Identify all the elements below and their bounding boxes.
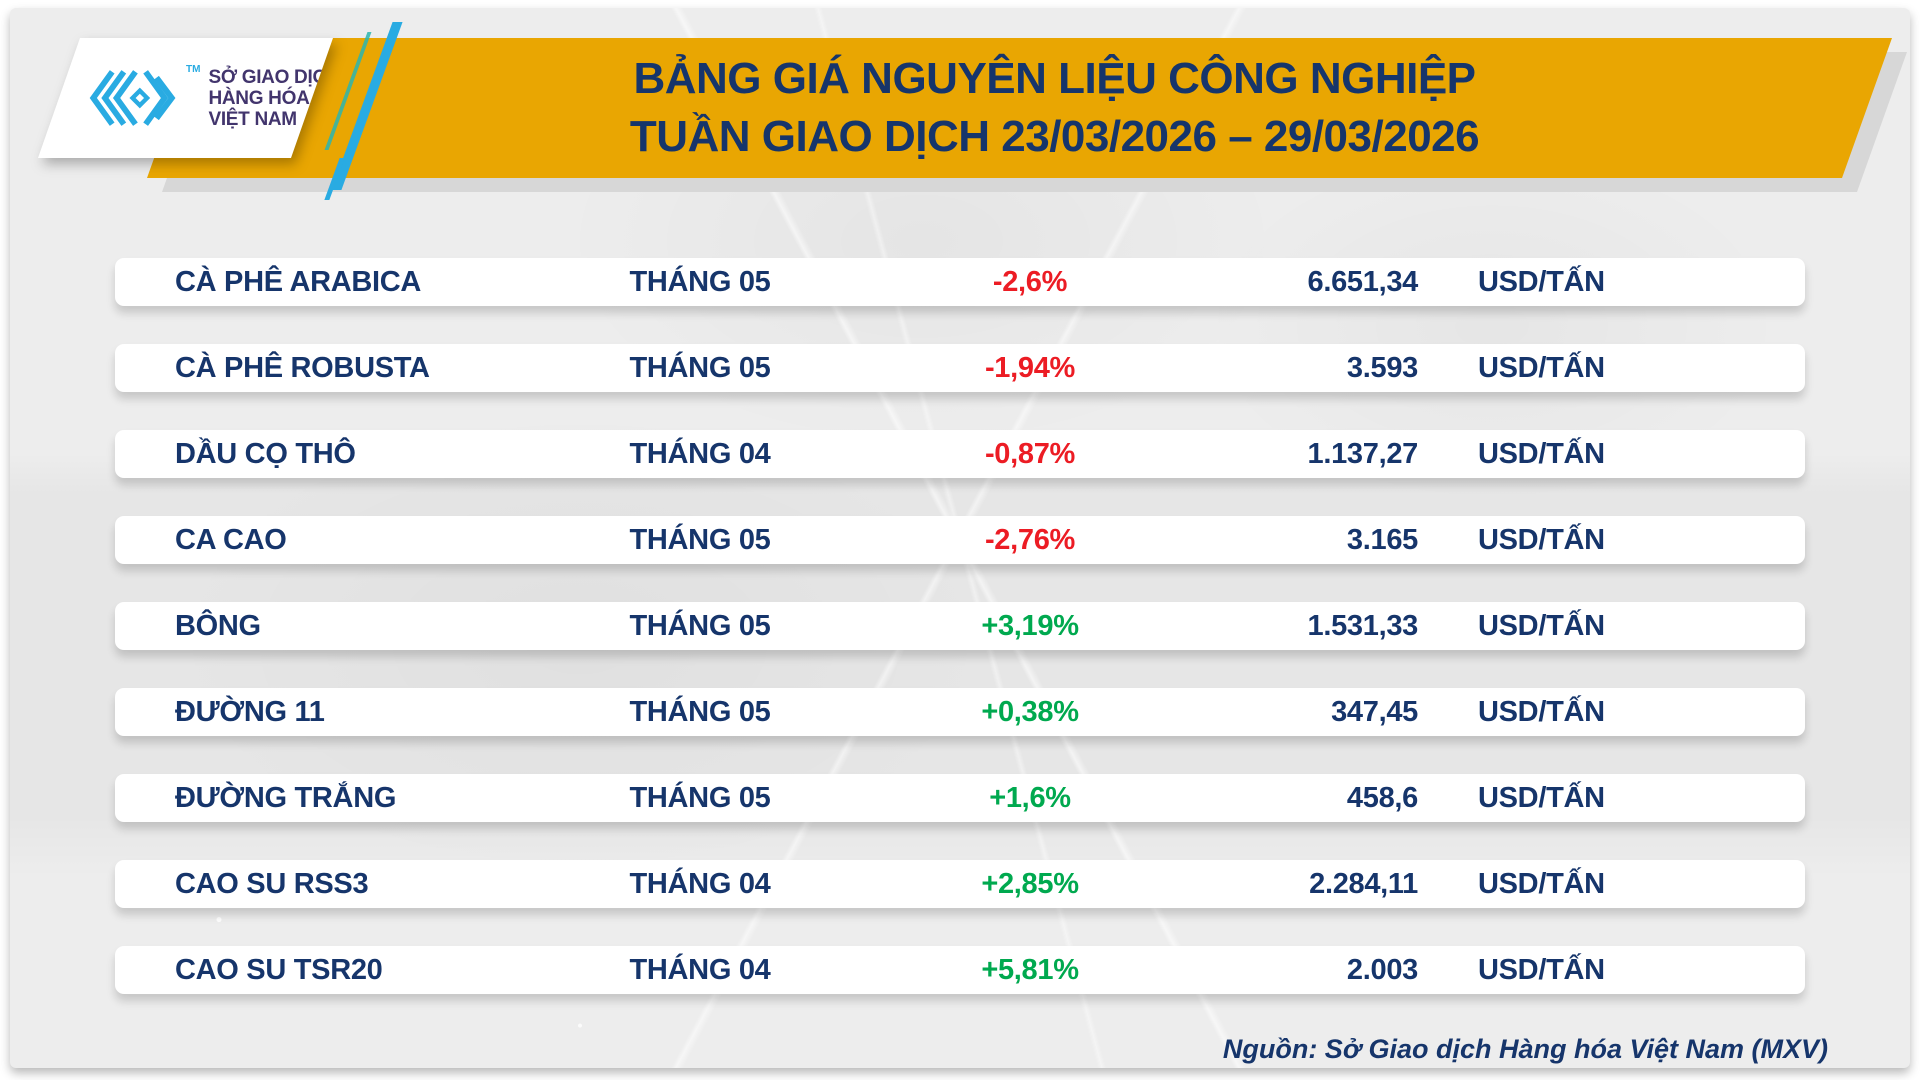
table-row: CAO SU TSR20 THÁNG 04 +5,81% 2.003 USD/T… xyxy=(115,946,1805,994)
row-unit: USD/TẤN xyxy=(1478,523,1605,556)
row-price: 458,6 xyxy=(1346,781,1418,814)
table-row: CÀ PHÊ ARABICA THÁNG 05 -2,6% 6.651,34 U… xyxy=(115,258,1805,306)
row-month: THÁNG 05 xyxy=(629,351,771,384)
row-unit: USD/TẤN xyxy=(1478,265,1605,298)
row-change: +2,85% xyxy=(981,867,1079,900)
row-unit: USD/TẤN xyxy=(1478,609,1605,642)
row-month: THÁNG 04 xyxy=(629,953,771,986)
row-price: 3.165 xyxy=(1346,523,1418,556)
row-month: THÁNG 05 xyxy=(629,609,771,642)
logo-line3: VIỆT NAM xyxy=(208,108,297,130)
logo-wordmark: SỞ GIAO DỊCH HÀNG HÓA VIỆT NAM xyxy=(208,67,339,130)
row-change: -2,6% xyxy=(992,265,1068,298)
row-month: THÁNG 04 xyxy=(629,867,771,900)
table-row: ĐƯỜNG 11 THÁNG 05 +0,38% 347,45 USD/TẤN xyxy=(115,688,1805,736)
row-unit: USD/TẤN xyxy=(1478,867,1605,900)
row-change: -1,94% xyxy=(984,351,1076,384)
row-price: 3.593 xyxy=(1346,351,1418,384)
row-name: BÔNG xyxy=(175,609,261,642)
row-name: ĐƯỜNG TRẮNG xyxy=(175,781,397,814)
table-row: CA CAO THÁNG 05 -2,76% 3.165 USD/TẤN xyxy=(115,516,1805,564)
row-unit: USD/TẤN xyxy=(1478,953,1605,986)
title-banner: BẢNG GIÁ NGUYÊN LIỆU CÔNG NGHIỆP TUẦN GI… xyxy=(147,38,1892,178)
row-name: CÀ PHÊ ROBUSTA xyxy=(175,351,430,384)
row-price: 6.651,34 xyxy=(1307,265,1419,298)
source-credit: Nguồn: Sở Giao dịch Hàng hóa Việt Nam (M… xyxy=(1222,1034,1828,1064)
row-change: +1,6% xyxy=(989,781,1071,814)
logo-line2: HÀNG HÓA xyxy=(208,87,310,109)
row-change: -2,76% xyxy=(984,523,1076,556)
table-row: CAO SU RSS3 THÁNG 04 +2,85% 2.284,11 USD… xyxy=(115,860,1805,908)
row-unit: USD/TẤN xyxy=(1478,437,1605,470)
mxv-logo-card: TM SỞ GIAO DỊCH HÀNG HÓA VIỆT NAM xyxy=(38,38,333,158)
row-month: THÁNG 05 xyxy=(629,265,771,298)
logo-line1: SỞ GIAO DỊCH xyxy=(208,66,340,88)
row-unit: USD/TẤN xyxy=(1478,695,1605,728)
table-row: DẦU CỌ THÔ THÁNG 04 -0,87% 1.137,27 USD/… xyxy=(115,430,1805,478)
row-price: 2.284,11 xyxy=(1309,867,1418,900)
row-price: 1.137,27 xyxy=(1307,437,1419,470)
trademark-mark: TM xyxy=(186,64,201,75)
row-price: 2.003 xyxy=(1346,953,1418,986)
page-title-line1: BẢNG GIÁ NGUYÊN LIỆU CÔNG NGHIỆP xyxy=(633,54,1476,103)
table-row: BÔNG THÁNG 05 +3,19% 1.531,33 USD/TẤN xyxy=(115,602,1805,650)
row-unit: USD/TẤN xyxy=(1478,351,1605,384)
row-change: -0,87% xyxy=(984,437,1076,470)
row-month: THÁNG 04 xyxy=(629,437,771,470)
row-name: CÀ PHÊ ARABICA xyxy=(175,265,422,298)
row-month: THÁNG 05 xyxy=(629,523,771,556)
row-price: 1.531,33 xyxy=(1307,609,1419,642)
row-name: DẦU CỌ THÔ xyxy=(175,437,356,470)
row-change: +0,38% xyxy=(981,695,1079,728)
row-name: CAO SU RSS3 xyxy=(175,867,369,900)
row-change: +3,19% xyxy=(981,609,1079,642)
row-unit: USD/TẤN xyxy=(1478,781,1605,814)
row-month: THÁNG 05 xyxy=(629,695,771,728)
mxv-logo-icon xyxy=(86,67,182,129)
row-change: +5,81% xyxy=(981,953,1079,986)
row-name: ĐƯỜNG 11 xyxy=(175,695,325,728)
row-month: THÁNG 05 xyxy=(629,781,771,814)
row-name: CA CAO xyxy=(175,523,287,556)
row-name: CAO SU TSR20 xyxy=(175,953,383,986)
page-title-line2: TUẦN GIAO DỊCH 23/03/2026 – 29/03/2026 xyxy=(629,112,1480,161)
commodity-price-table: CÀ PHÊ ARABICA THÁNG 05 -2,6% 6.651,34 U… xyxy=(115,258,1805,1032)
table-row: ĐƯỜNG TRẮNG THÁNG 05 +1,6% 458,6 USD/TẤN xyxy=(115,774,1805,822)
table-row: CÀ PHÊ ROBUSTA THÁNG 05 -1,94% 3.593 USD… xyxy=(115,344,1805,392)
row-price: 347,45 xyxy=(1331,695,1418,728)
page-background: BẢNG GIÁ NGUYÊN LIỆU CÔNG NGHIỆP TUẦN GI… xyxy=(10,8,1910,1068)
